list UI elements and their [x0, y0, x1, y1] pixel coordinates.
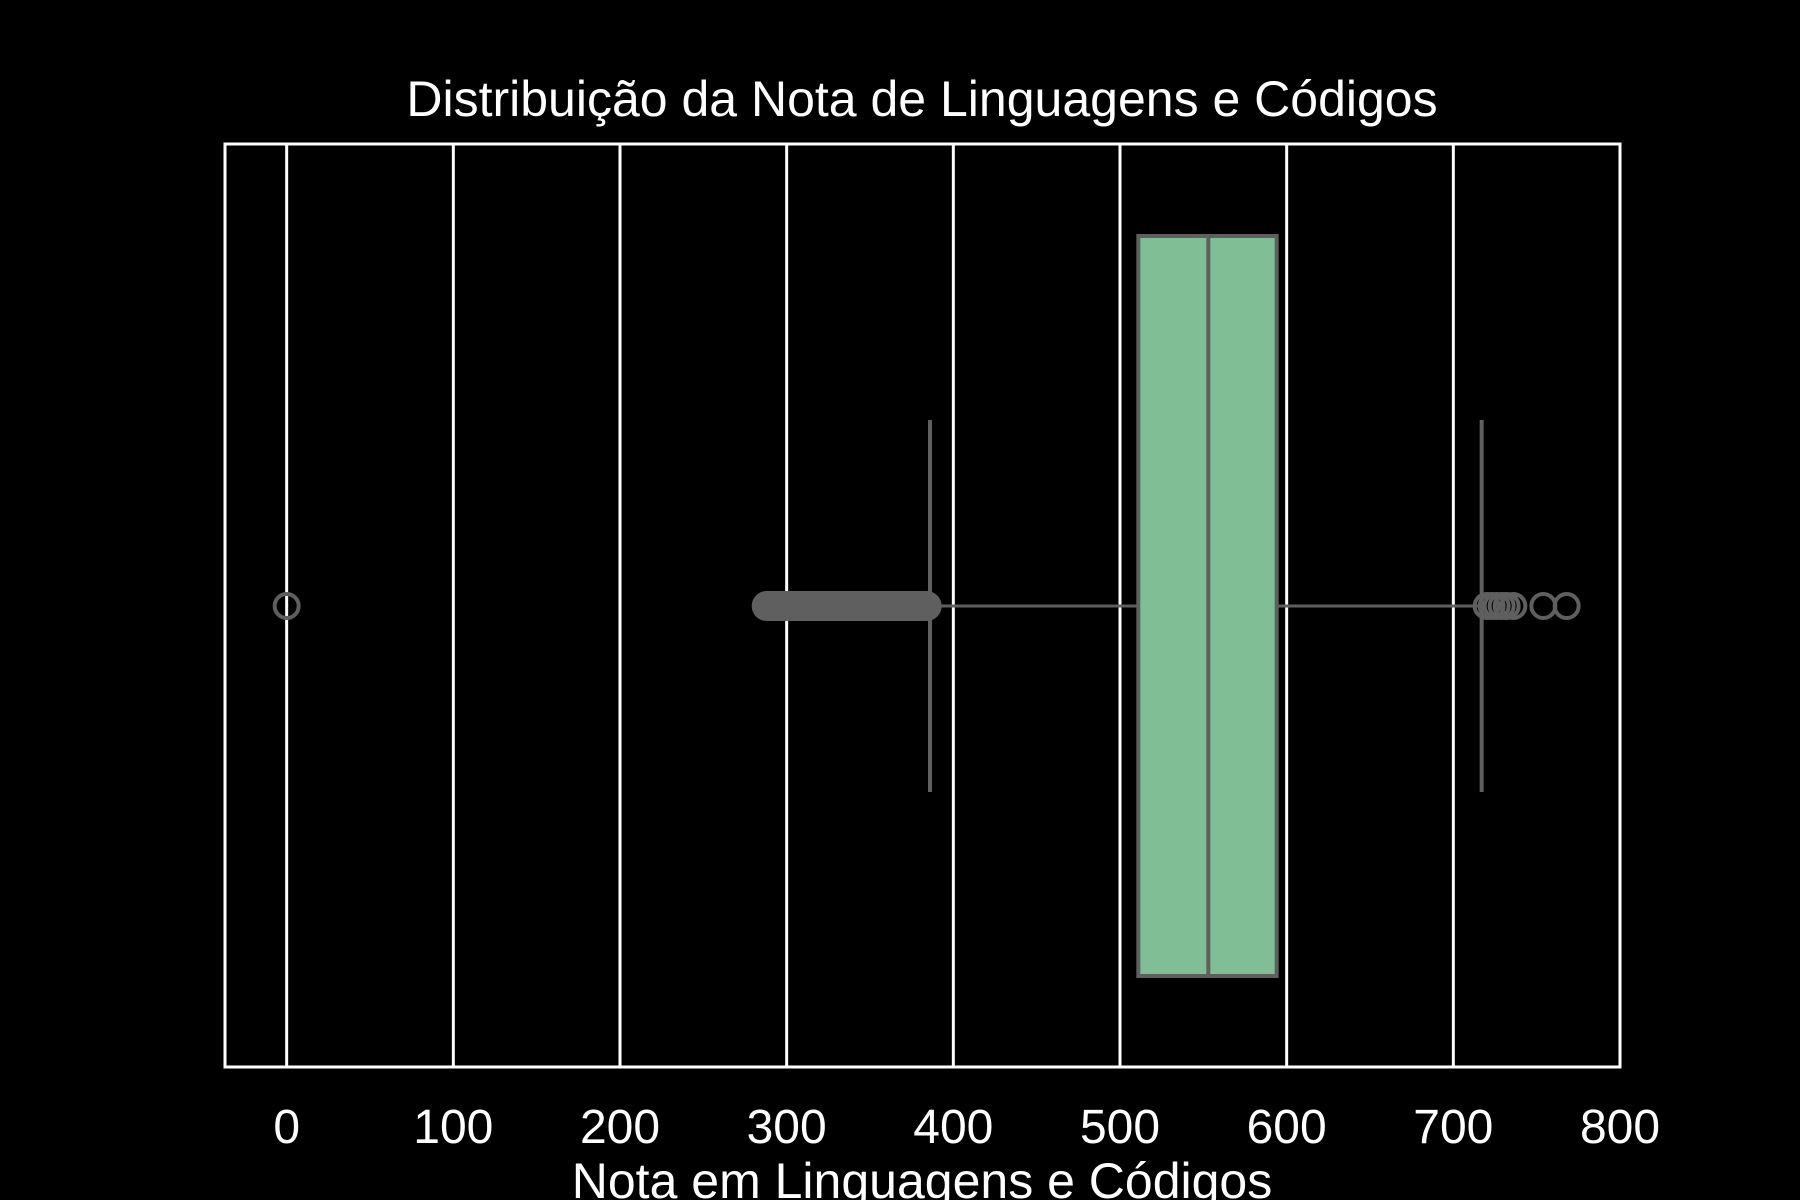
- x-tick-label-700: 700: [1413, 1101, 1493, 1154]
- box-plot: [272, 234, 1581, 978]
- x-tick-label-500: 500: [1080, 1101, 1160, 1154]
- x-tick-label-100: 100: [413, 1101, 493, 1154]
- x-axis-label: Nota em Linguagens e Códigos: [572, 1153, 1272, 1200]
- x-tick-label-600: 600: [1247, 1101, 1327, 1154]
- x-tick-label-0: 0: [273, 1101, 300, 1154]
- outlier-point: [1499, 592, 1528, 620]
- x-tick-labels: 0 100 200 300 400 500 600 700 800: [273, 1101, 1660, 1154]
- outlier-point: [1552, 592, 1581, 620]
- x-tick-label-800: 800: [1580, 1101, 1660, 1154]
- x-tick-label-400: 400: [913, 1101, 993, 1154]
- chart-title: Distribuição da Nota de Linguagens e Cód…: [406, 71, 1437, 127]
- x-tick-label-300: 300: [747, 1101, 827, 1154]
- outlier-point: [272, 592, 301, 620]
- x-tick-label-200: 200: [580, 1101, 660, 1154]
- axes-frame: [223, 142, 1622, 1069]
